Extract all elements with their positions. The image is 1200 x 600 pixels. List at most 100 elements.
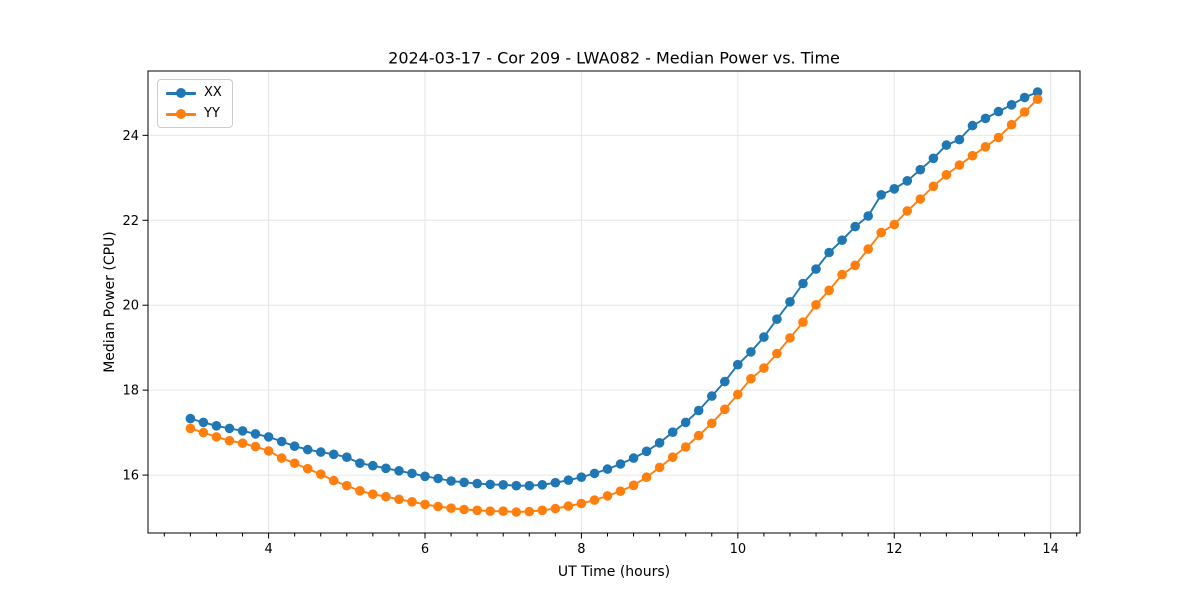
data-point-yy [485,506,496,516]
data-point-yy [863,244,873,254]
data-point-yy [850,260,860,271]
x-tick-label: 12 [886,542,903,557]
data-point-xx [198,417,209,428]
data-point-xx [576,472,587,483]
data-point-yy [433,501,443,512]
data-point-xx [785,297,795,307]
data-point-yy [667,452,678,463]
legend-line-marker-icon [166,106,196,122]
data-point-xx [459,477,469,488]
data-point-yy [394,494,404,505]
x-tick-label: 6 [421,542,429,557]
data-point-yy [720,404,730,415]
data-point-xx [328,449,339,460]
data-point-xx [928,153,939,164]
data-point-yy [276,453,287,463]
data-point-yy [693,430,704,441]
data-point-xx [407,468,417,479]
data-point-xx [342,452,352,463]
data-point-xx [368,460,378,471]
data-point-xx [355,458,365,469]
data-point-yy [707,418,717,429]
data-point-xx [263,432,274,442]
legend-label: YY [204,106,220,121]
data-point-yy [902,206,913,216]
data-point-yy [876,227,886,238]
data-point-yy [355,486,365,496]
data-point-yy [954,160,965,170]
data-point-xx [941,140,952,150]
data-point-yy [342,480,352,491]
data-point-xx [889,184,900,194]
legend-item-yy: YY [166,106,222,122]
data-point-xx [850,221,860,232]
data-point-xx [720,376,730,387]
data-point-yy [237,438,248,449]
data-point-xx [615,459,626,469]
data-point-xx [289,441,300,452]
data-point-xx [837,235,847,245]
y-tick-label: 22 [122,214,139,229]
data-point-xx [1006,100,1017,110]
data-point-yy [811,300,821,310]
x-tick-label: 14 [1042,542,1059,557]
data-point-yy [446,503,456,513]
data-point-yy [368,489,378,500]
data-point-yy [537,505,548,516]
data-point-xx [993,106,1004,117]
data-point-yy [889,219,900,230]
data-point-yy [615,486,626,497]
data-point-yy [915,194,926,204]
data-point-yy [511,507,522,517]
data-point-xx [276,436,287,447]
data-point-yy [576,498,587,509]
y-tick-label: 18 [122,384,139,399]
data-point-yy [250,441,261,452]
data-point-xx [863,211,873,221]
data-point-xx [876,190,886,200]
data-point-yy [628,480,639,491]
y-tick-label: 16 [122,469,139,484]
data-point-xx [654,438,665,448]
data-point-yy [654,462,665,473]
data-point-yy [785,333,795,343]
data-point-xx [537,480,548,490]
data-point-yy [641,472,652,483]
data-point-yy [302,463,313,474]
data-point-yy [746,373,756,384]
data-point-yy [289,458,300,469]
data-point-xx [902,176,913,186]
data-point-xx [316,447,326,457]
data-point-xx [954,134,965,145]
data-point-xx [250,429,261,439]
data-point-xx [1032,87,1043,97]
data-point-yy [1032,94,1043,104]
y-tick-label: 20 [122,299,139,314]
legend-label: XX [204,85,222,100]
data-point-yy [928,181,939,192]
data-point-xx [563,475,574,486]
data-point-yy [980,142,991,152]
chart-title: 2024-03-17 - Cor 209 - LWA082 - Median P… [388,48,840,68]
data-point-yy [798,317,808,328]
data-point-yy [941,170,952,180]
data-point-yy [459,504,469,515]
data-point-xx [707,391,717,401]
data-point-xx [967,120,978,131]
x-tick-label: 10 [730,542,747,557]
data-point-xx [211,421,222,431]
x-tick-label: 4 [264,542,272,557]
data-point-yy [993,132,1004,143]
data-point-xx [302,444,313,455]
data-point-xx [394,466,404,476]
data-point-yy [733,389,743,400]
axes-frame [147,70,1081,534]
data-point-xx [524,480,535,491]
data-point-yy [328,475,339,486]
data-point-yy [524,506,535,517]
data-point-yy [589,495,600,505]
data-point-yy [759,363,769,373]
data-point-xx [628,453,639,463]
data-point-yy [1019,107,1030,117]
